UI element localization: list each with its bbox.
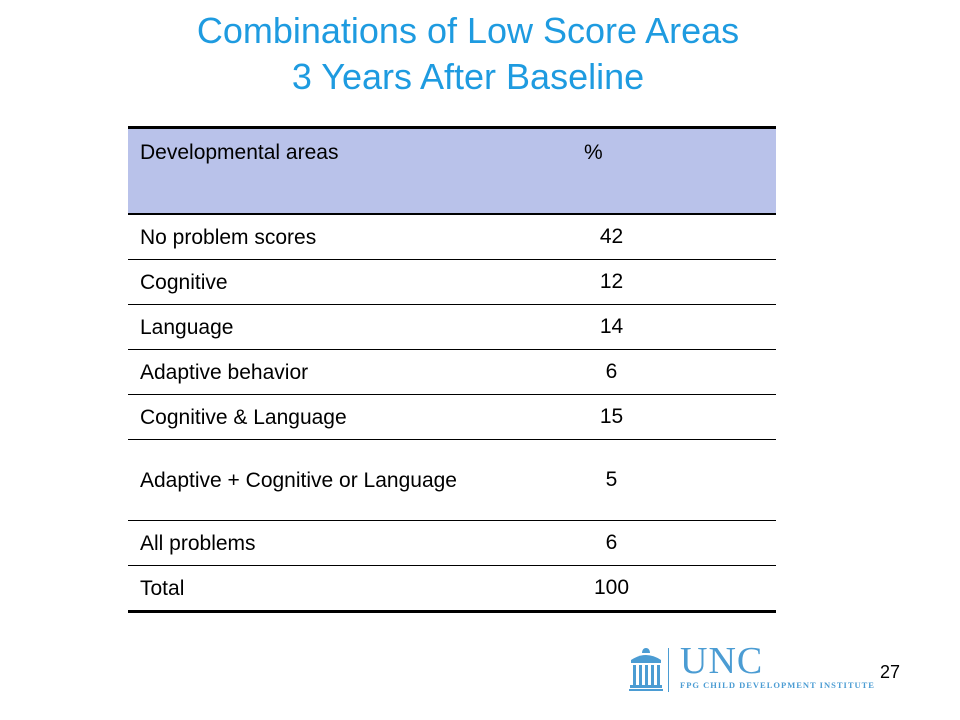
table-row: Cognitive & Language 15 [128, 394, 776, 440]
header-developmental-areas: Developmental areas [128, 126, 462, 215]
row-label: Total [128, 565, 462, 613]
unc-fpg-logo: UNC FPG CHILD DEVELOPMENT INSTITUTE [628, 640, 878, 694]
table-row: Cognitive 12 [128, 259, 776, 305]
table-row: Adaptive + Cognitive or Language 5 [128, 439, 776, 521]
table-row: Adaptive behavior 6 [128, 349, 776, 395]
table-row-total: Total 100 [128, 565, 776, 613]
row-label: Language [128, 304, 462, 350]
table-row: Language 14 [128, 304, 776, 350]
row-value: 42 [461, 214, 776, 260]
table-row: No problem scores 42 [128, 214, 776, 260]
row-label: Adaptive behavior [128, 349, 462, 395]
row-value: 14 [461, 304, 776, 350]
slide-title-line-2: 3 Years After Baseline [291, 56, 645, 97]
row-value: 15 [461, 394, 776, 440]
row-value: 12 [461, 259, 776, 305]
page-number: 27 [880, 662, 901, 682]
row-label: Cognitive [128, 259, 462, 305]
slide-title: Combinations of Low Score Areas 3 Years … [0, 8, 936, 100]
logo-subtitle: FPG CHILD DEVELOPMENT INSTITUTE [680, 680, 875, 690]
row-label: Adaptive + Cognitive or Language [128, 439, 462, 521]
old-well-icon [629, 648, 663, 691]
row-label: No problem scores [128, 214, 462, 260]
logo-unc-text: UNC [680, 640, 764, 682]
row-label: Cognitive & Language [128, 394, 462, 440]
row-value: 6 [461, 520, 776, 566]
logo-divider [668, 648, 669, 692]
row-value: 100 [461, 565, 776, 613]
slide-title-line-1: Combinations of Low Score Areas [196, 10, 740, 51]
table-header-row: Developmental areas % [128, 126, 776, 215]
low-score-combinations-table: Developmental areas % No problem scores … [128, 126, 776, 613]
header-percent: % [461, 126, 776, 215]
row-label: All problems [128, 520, 462, 566]
row-value: 5 [461, 439, 776, 521]
table-row: All problems 6 [128, 520, 776, 566]
row-value: 6 [461, 349, 776, 395]
